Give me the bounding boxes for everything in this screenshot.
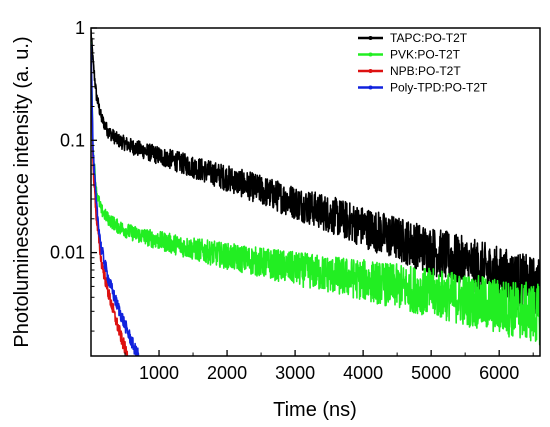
plot-frame: [90, 27, 541, 357]
legend-marker: [368, 52, 373, 57]
legend-marker: [368, 69, 373, 73]
x-tick-label: 2000: [207, 363, 247, 383]
x-tick-label: 5000: [411, 363, 451, 383]
y-axis-title: Photoluminescence intensity (a. u.): [11, 36, 33, 347]
series-line-4: [91, 43, 140, 356]
legend-label: TAPC:PO-T2T: [390, 31, 468, 45]
series-layer: [91, 30, 540, 356]
series-line-3: [91, 50, 129, 356]
axes-layer: 1000 2000 3000 4000 5000 6000 1 0.1 0.01: [50, 18, 541, 383]
x-tick-label: 1000: [139, 363, 179, 383]
series-line-1: [91, 30, 540, 316]
legend-marker: [368, 36, 373, 40]
series-line-2: [91, 41, 540, 346]
legend-label: NPB:PO-T2T: [390, 64, 461, 78]
legend-marker: [368, 85, 373, 90]
x-tick-label: 4000: [343, 363, 383, 383]
legend: TAPC:PO-T2T PVK:PO-T2T NPB:PO-T2T Poly-TPD:…: [358, 31, 488, 95]
x-axis-title: Time (ns): [273, 399, 357, 421]
legend-label: Poly-TPD:PO-T2T: [390, 81, 488, 95]
x-tick-label: 6000: [479, 363, 519, 383]
y-tick-label: 0.01: [50, 243, 85, 263]
x-tick-label: 3000: [275, 363, 315, 383]
y-tick-label: 0.1: [60, 130, 85, 150]
legend-label: PVK:PO-T2T: [390, 48, 461, 62]
y-tick-label: 1: [75, 18, 85, 38]
